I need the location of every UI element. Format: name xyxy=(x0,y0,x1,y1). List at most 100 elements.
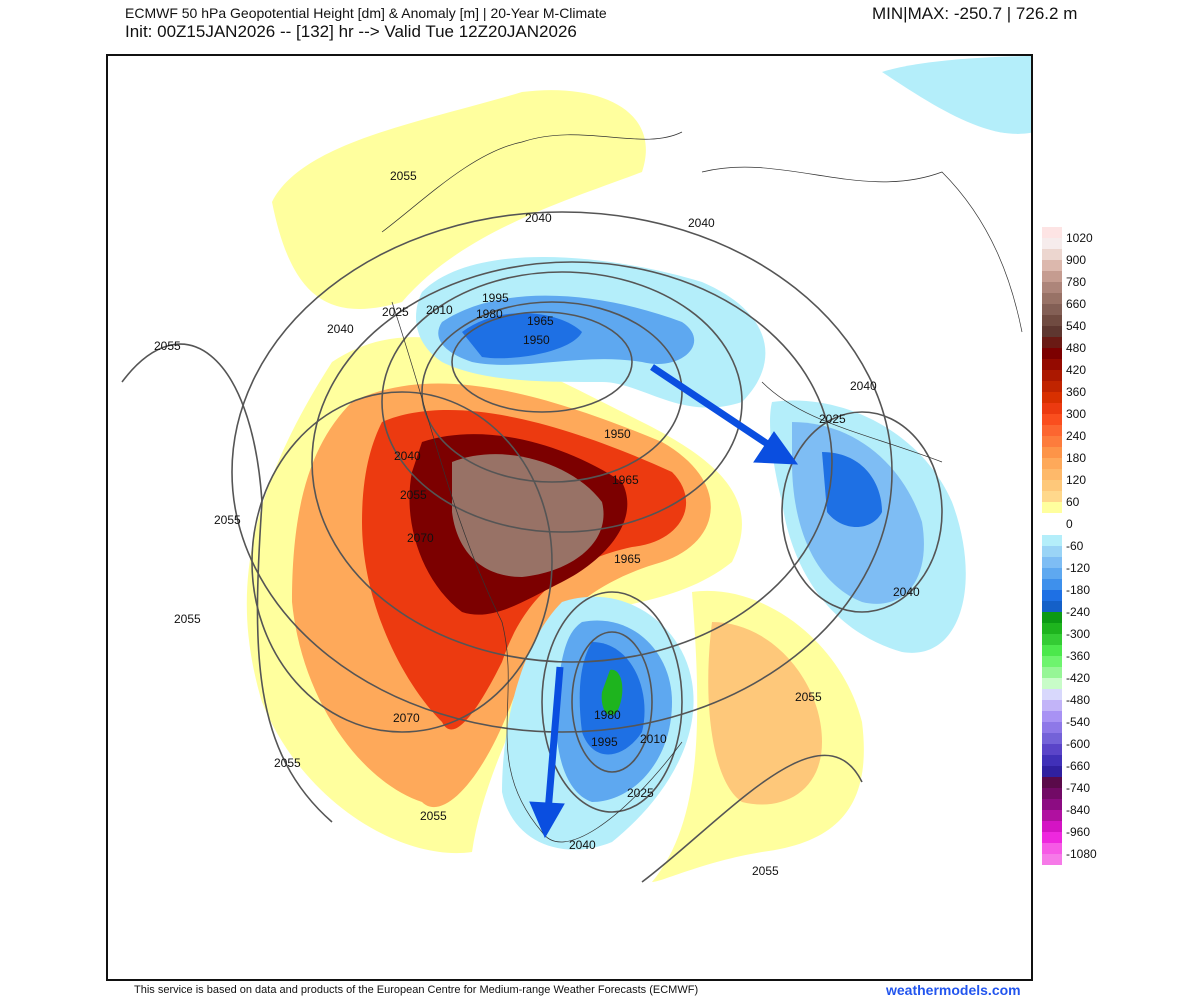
colorbar-swatch xyxy=(1042,689,1062,700)
contour-label: 1995 xyxy=(482,291,509,305)
positive-anomaly-fills xyxy=(246,56,1031,882)
colorbar-swatch xyxy=(1042,623,1062,634)
colorbar-label: -740 xyxy=(1066,781,1091,795)
colorbar-label: 540 xyxy=(1066,319,1087,333)
colorbar-label: -840 xyxy=(1066,803,1091,817)
colorbar-label: -180 xyxy=(1066,583,1091,597)
colorbar-label: 60 xyxy=(1066,495,1080,509)
colorbar-swatch xyxy=(1042,249,1062,260)
colorbar-swatch xyxy=(1042,315,1062,326)
contour-label: 1965 xyxy=(614,552,641,566)
contour-label: 2055 xyxy=(174,612,201,626)
colorbar-label: 1020 xyxy=(1066,231,1093,245)
colorbar-swatch xyxy=(1042,656,1062,667)
colorbar-swatch xyxy=(1042,568,1062,579)
colorbar-swatch xyxy=(1042,821,1062,832)
map-title: ECMWF 50 hPa Geopotential Height [dm] & … xyxy=(125,5,607,21)
colorbar-swatch xyxy=(1042,788,1062,799)
contour-label: 1965 xyxy=(612,473,639,487)
colorbar-label: -300 xyxy=(1066,627,1091,641)
colorbar-swatch xyxy=(1042,733,1062,744)
colorbar-label: -240 xyxy=(1066,605,1091,619)
contour-label: 1995 xyxy=(591,735,618,749)
colorbar xyxy=(1042,227,1062,865)
contour-label: 2055 xyxy=(795,690,822,704)
colorbar-label: 180 xyxy=(1066,451,1087,465)
brand-link[interactable]: weathermodels.com xyxy=(886,982,1021,998)
contour-label: 2025 xyxy=(382,305,409,319)
colorbar-label: -420 xyxy=(1066,671,1091,685)
contour-label: 2055 xyxy=(154,339,181,353)
colorbar-label: -60 xyxy=(1066,539,1084,553)
colorbar-label: -660 xyxy=(1066,759,1091,773)
footer-credit: This service is based on data and produc… xyxy=(134,984,699,996)
colorbar-swatch xyxy=(1042,491,1062,502)
colorbar-swatch xyxy=(1042,502,1062,513)
colorbar-swatch xyxy=(1042,546,1062,557)
contour-label: 1950 xyxy=(604,427,631,441)
colorbar-swatch xyxy=(1042,755,1062,766)
colorbar-swatch xyxy=(1042,436,1062,447)
contour-label: 2040 xyxy=(850,379,877,393)
contour-label: 2010 xyxy=(426,303,453,317)
min-max-readout: MIN|MAX: -250.7 | 726.2 m xyxy=(872,4,1078,23)
colorbar-label: 780 xyxy=(1066,275,1087,289)
contour-label: 1965 xyxy=(527,314,554,328)
colorbar-label: -360 xyxy=(1066,649,1091,663)
colorbar-swatch xyxy=(1042,667,1062,678)
colorbar-swatch xyxy=(1042,711,1062,722)
colorbar-swatch xyxy=(1042,425,1062,436)
contour-label: 1980 xyxy=(594,708,621,722)
colorbar-swatch xyxy=(1042,480,1062,491)
map-subtitle: Init: 00Z15JAN2026 -- [132] hr --> Valid… xyxy=(125,22,577,41)
colorbar-swatch xyxy=(1042,612,1062,623)
contour-label: 1980 xyxy=(476,307,503,321)
colorbar-swatch xyxy=(1042,777,1062,788)
colorbar-swatch xyxy=(1042,414,1062,425)
contour-label: 2040 xyxy=(688,216,715,230)
colorbar-swatch xyxy=(1042,392,1062,403)
colorbar-swatch xyxy=(1042,458,1062,469)
contour-label: 2040 xyxy=(525,211,552,225)
colorbar-label: -600 xyxy=(1066,737,1091,751)
colorbar-swatch xyxy=(1042,810,1062,821)
colorbar-swatch xyxy=(1042,799,1062,810)
colorbar-label: -960 xyxy=(1066,825,1091,839)
contour-label: 2055 xyxy=(390,169,417,183)
contour-label: 2025 xyxy=(819,412,846,426)
colorbar-swatch xyxy=(1042,854,1062,865)
trend-arrows xyxy=(529,364,799,839)
colorbar-swatch xyxy=(1042,403,1062,414)
map-panel: 2055 2040 2040 2055 2040 2025 2010 1995 1980 1965… xyxy=(106,54,1033,981)
colorbar-swatch xyxy=(1042,645,1062,656)
colorbar-swatch xyxy=(1042,678,1062,689)
contour-label: 2055 xyxy=(214,513,241,527)
colorbar-swatch xyxy=(1042,700,1062,711)
colorbar-label: 900 xyxy=(1066,253,1087,267)
contour-label: 2055 xyxy=(752,864,779,878)
colorbar-swatch xyxy=(1042,238,1062,249)
map-coastlines xyxy=(381,131,1023,843)
colorbar-label: 240 xyxy=(1066,429,1087,443)
colorbar-swatch xyxy=(1042,513,1062,524)
contour-label: 2040 xyxy=(893,585,920,599)
colorbar-label: 480 xyxy=(1066,341,1087,355)
colorbar-swatch xyxy=(1042,557,1062,568)
colorbar-swatch xyxy=(1042,326,1062,337)
colorbar-swatch xyxy=(1042,579,1062,590)
colorbar-swatch xyxy=(1042,348,1062,359)
colorbar-swatch xyxy=(1042,293,1062,304)
colorbar-swatch xyxy=(1042,601,1062,612)
colorbar-swatch xyxy=(1042,524,1062,535)
colorbar-swatch xyxy=(1042,843,1062,854)
colorbar-label: -480 xyxy=(1066,693,1091,707)
colorbar-label: 300 xyxy=(1066,407,1087,421)
contour-label: 2070 xyxy=(407,531,434,545)
colorbar-label: 660 xyxy=(1066,297,1087,311)
colorbar-swatch xyxy=(1042,766,1062,777)
colorbar-label: -540 xyxy=(1066,715,1091,729)
contour-label: 2070 xyxy=(393,711,420,725)
contour-label: 2040 xyxy=(394,449,421,463)
colorbar-swatch xyxy=(1042,744,1062,755)
contour-label: 2010 xyxy=(640,732,667,746)
